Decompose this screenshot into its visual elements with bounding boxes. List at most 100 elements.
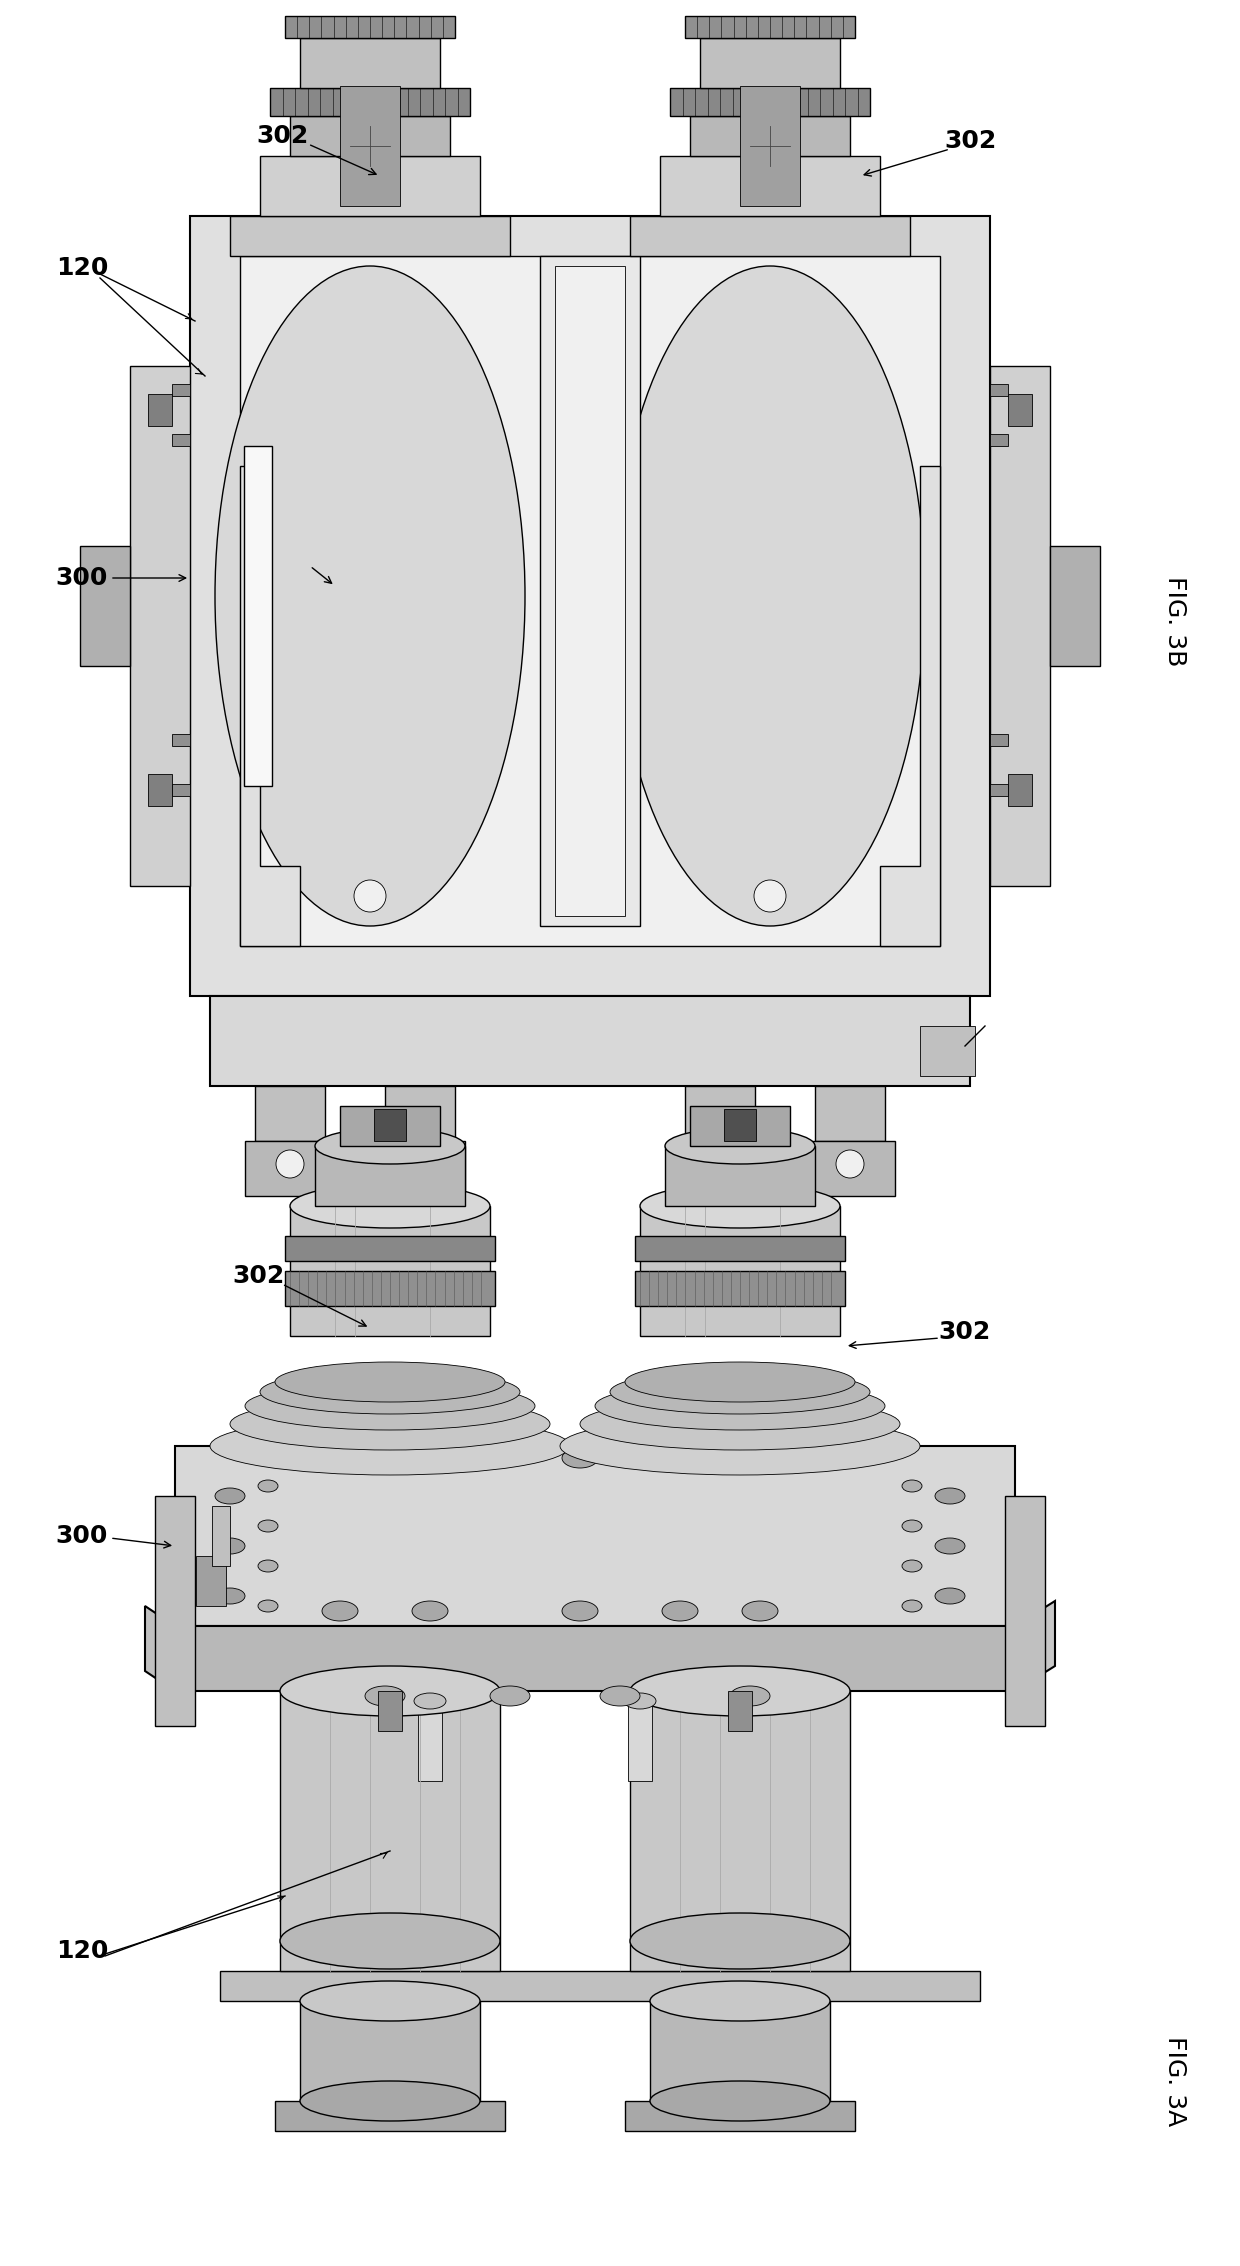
Bar xyxy=(675,1142,765,1196)
Bar xyxy=(210,997,970,1085)
Bar xyxy=(990,383,1008,397)
Ellipse shape xyxy=(412,1448,448,1468)
Ellipse shape xyxy=(215,265,525,927)
Ellipse shape xyxy=(258,1600,278,1611)
Ellipse shape xyxy=(625,1362,856,1403)
Text: FIG. 3A: FIG. 3A xyxy=(1163,2035,1187,2126)
Ellipse shape xyxy=(742,1448,777,1468)
Bar xyxy=(660,156,880,215)
Bar xyxy=(280,1690,500,1971)
Polygon shape xyxy=(1016,1602,1055,1690)
Ellipse shape xyxy=(322,1448,358,1468)
Bar xyxy=(650,2001,830,2101)
Ellipse shape xyxy=(315,1128,465,1165)
Bar xyxy=(418,1702,441,1781)
Bar xyxy=(315,1147,465,1206)
Ellipse shape xyxy=(935,1539,965,1554)
Bar xyxy=(290,116,450,156)
Bar xyxy=(300,2001,480,2101)
Bar xyxy=(539,256,640,927)
Text: 302: 302 xyxy=(944,129,996,154)
Bar xyxy=(1008,775,1032,807)
Bar xyxy=(229,215,510,256)
Bar xyxy=(244,446,272,786)
Bar xyxy=(990,435,1008,446)
Bar xyxy=(172,734,190,746)
Bar xyxy=(724,1108,756,1142)
Ellipse shape xyxy=(665,1128,815,1165)
Bar xyxy=(684,16,856,39)
Bar xyxy=(920,1026,975,1076)
Circle shape xyxy=(405,1151,434,1178)
Ellipse shape xyxy=(275,1362,505,1403)
Circle shape xyxy=(754,879,786,911)
Ellipse shape xyxy=(280,1913,500,1969)
Ellipse shape xyxy=(935,1489,965,1505)
Bar xyxy=(701,39,839,88)
Ellipse shape xyxy=(215,1539,246,1554)
Ellipse shape xyxy=(640,1185,839,1228)
Bar xyxy=(670,88,870,116)
Bar xyxy=(190,215,990,997)
Bar xyxy=(627,1702,652,1781)
Bar xyxy=(689,116,849,156)
Bar xyxy=(172,435,190,446)
Bar xyxy=(990,734,1008,746)
Bar xyxy=(219,1971,980,2001)
Text: 300: 300 xyxy=(56,1525,108,1548)
Bar xyxy=(172,383,190,397)
Ellipse shape xyxy=(901,1520,923,1532)
Bar xyxy=(630,215,910,256)
Ellipse shape xyxy=(258,1520,278,1532)
Ellipse shape xyxy=(560,1416,920,1475)
Bar xyxy=(625,2101,856,2130)
Ellipse shape xyxy=(215,1489,246,1505)
Bar xyxy=(285,1271,495,1305)
Ellipse shape xyxy=(662,1602,698,1620)
Circle shape xyxy=(353,879,386,911)
Ellipse shape xyxy=(610,1371,870,1414)
Bar xyxy=(374,1108,405,1142)
Bar xyxy=(340,86,401,206)
Bar xyxy=(270,88,470,116)
Bar xyxy=(300,39,440,88)
Bar xyxy=(255,1085,325,1142)
Bar xyxy=(665,1147,815,1206)
Ellipse shape xyxy=(300,2080,480,2121)
Ellipse shape xyxy=(615,265,925,927)
Bar xyxy=(640,1206,839,1337)
Bar xyxy=(340,1106,440,1147)
Ellipse shape xyxy=(662,1448,698,1468)
Bar xyxy=(990,784,1008,795)
Bar xyxy=(246,1142,335,1196)
Ellipse shape xyxy=(580,1398,900,1450)
Ellipse shape xyxy=(630,1913,849,1969)
Ellipse shape xyxy=(365,1686,405,1706)
Bar xyxy=(275,2101,505,2130)
Ellipse shape xyxy=(901,1559,923,1573)
Text: 302: 302 xyxy=(939,1321,991,1344)
Bar xyxy=(260,156,480,215)
Bar xyxy=(728,1690,751,1731)
Circle shape xyxy=(277,1151,304,1178)
Bar xyxy=(378,1690,402,1731)
Ellipse shape xyxy=(300,1980,480,2021)
Ellipse shape xyxy=(215,1588,246,1604)
Polygon shape xyxy=(145,1607,175,1690)
Bar xyxy=(175,1446,1016,1627)
Bar xyxy=(684,1085,755,1142)
Ellipse shape xyxy=(280,1666,500,1715)
Ellipse shape xyxy=(210,1416,570,1475)
Bar xyxy=(130,367,190,886)
Text: 120: 120 xyxy=(56,256,108,281)
Bar xyxy=(196,1557,226,1607)
Ellipse shape xyxy=(490,1686,529,1706)
Circle shape xyxy=(706,1151,734,1178)
Ellipse shape xyxy=(414,1693,446,1709)
Bar xyxy=(350,1690,440,1706)
Bar xyxy=(740,86,800,206)
Ellipse shape xyxy=(260,1371,520,1414)
Bar xyxy=(1008,394,1032,426)
Bar xyxy=(630,1690,849,1971)
Bar xyxy=(148,775,172,807)
